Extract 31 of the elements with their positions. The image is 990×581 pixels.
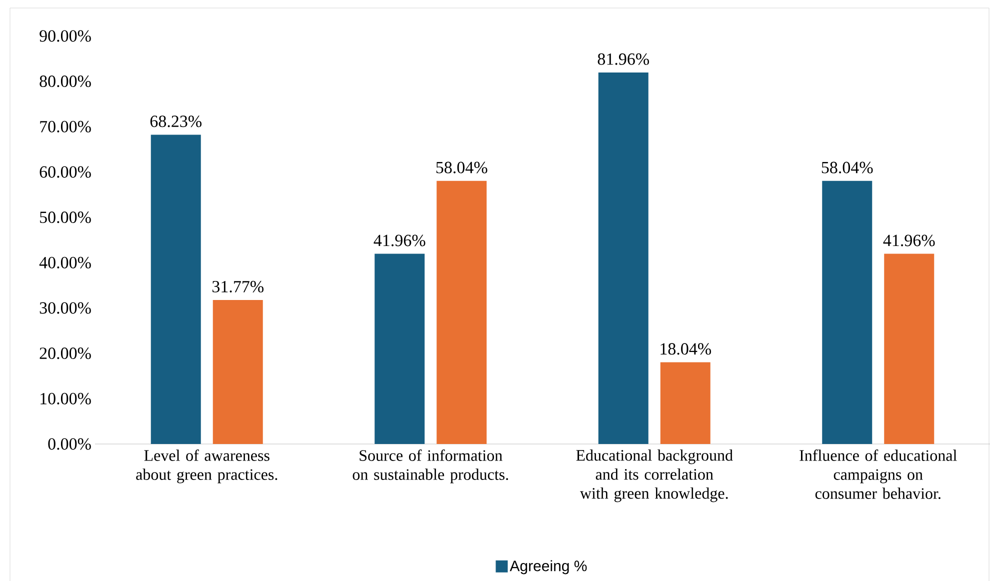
bar (436, 180, 487, 444)
data-label: 58.04% (822, 162, 873, 174)
y-tick-label: 20.00% (40, 348, 91, 360)
bar (212, 300, 263, 444)
x-tick-label: Source of information on sustainable products. (352, 450, 508, 484)
y-tick-label: 70.00% (40, 120, 91, 132)
y-tick-label: 60.00% (40, 166, 91, 178)
bar (884, 254, 934, 444)
bar (598, 72, 648, 444)
y-tick-label: 0.00% (48, 438, 91, 450)
y-tick-label: 90.00% (40, 30, 91, 42)
bar (822, 180, 872, 444)
legend-label: Agreeing % (510, 560, 587, 574)
bar (150, 134, 201, 444)
x-tick-label: Educational background and its correlation with green knowledge. (576, 450, 733, 502)
y-tick-label: 80.00% (40, 76, 91, 88)
y-tick-label: 30.00% (40, 302, 91, 314)
x-tick-label: Level of awareness about green practices. (136, 450, 278, 484)
data-label: 18.04% (660, 343, 711, 355)
y-tick-label: 10.00% (40, 392, 91, 404)
data-label: 58.04% (436, 162, 488, 174)
data-label: 68.23% (150, 116, 202, 128)
x-tick-label: Influence of educational campaigns on consumer behavior. (800, 450, 957, 500)
data-label: 41.96% (374, 234, 426, 246)
data-label: 41.96% (883, 234, 935, 246)
data-label: 31.77% (212, 280, 264, 292)
y-tick-label: 40.00% (39, 256, 91, 268)
y-tick-label: 50.00% (40, 212, 91, 224)
bar (374, 254, 425, 444)
bar (660, 362, 710, 444)
data-label: 81.96% (598, 53, 649, 65)
